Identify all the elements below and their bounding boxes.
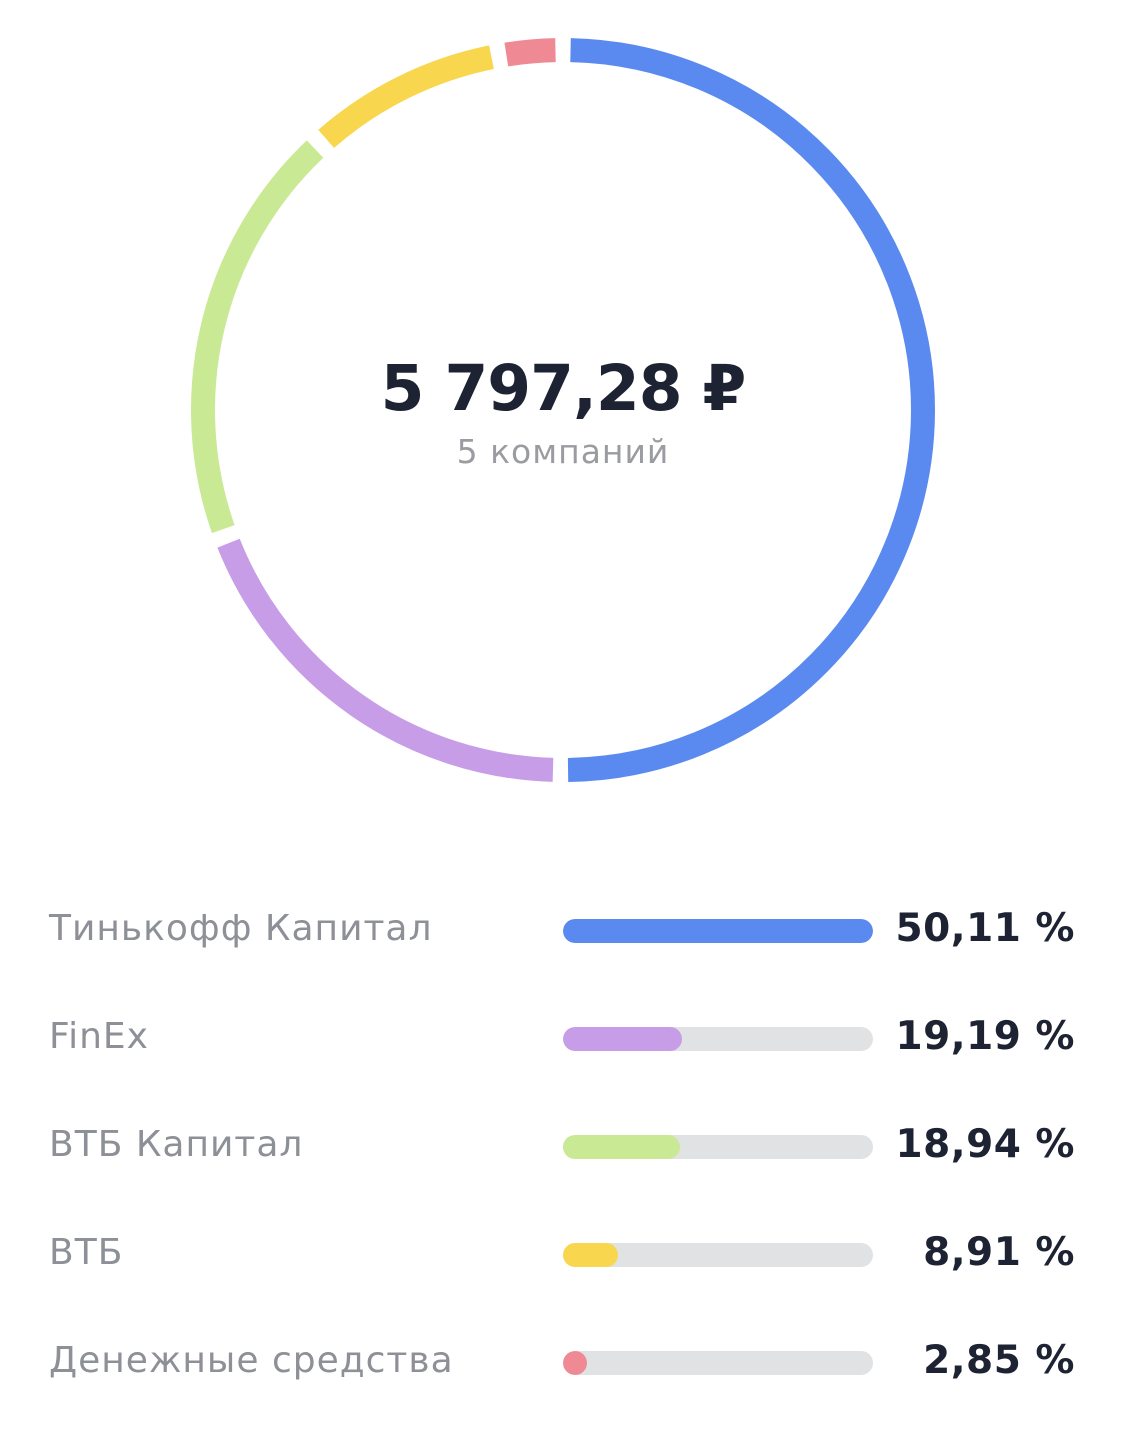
allocation-legend: Тинькофф Капитал 50,11 % FinEx 19,19 % В… <box>0 878 1125 1418</box>
legend-row-vtb-capital[interactable]: ВТБ Капитал 18,94 % <box>0 1094 1125 1202</box>
allocation-donut-chart: 5 797,28 ₽ 5 компаний <box>190 37 936 783</box>
companies-count: 5 компаний <box>456 432 670 471</box>
legend-progress-track <box>563 1135 873 1159</box>
portfolio-total-value: 5 797,28 ₽ <box>380 352 747 425</box>
legend-row-cash[interactable]: Денежные средства 2,85 % <box>0 1310 1125 1418</box>
legend-percent: 50,11 % <box>895 906 1075 951</box>
legend-percent: 19,19 % <box>895 1014 1075 1059</box>
legend-row-finex[interactable]: FinEx 19,19 % <box>0 986 1125 1094</box>
legend-percent: 8,91 % <box>923 1230 1075 1275</box>
legend-label: Денежные средства <box>49 1340 454 1381</box>
legend-row-vtb[interactable]: ВТБ 8,91 % <box>0 1202 1125 1310</box>
legend-label: ВТБ Капитал <box>49 1124 304 1165</box>
legend-progress-fill <box>563 1027 682 1051</box>
donut-svg <box>191 38 935 782</box>
donut-slice-0[interactable] <box>567 38 935 782</box>
donut-slice-3[interactable] <box>318 45 494 148</box>
legend-progress-fill <box>563 1351 587 1375</box>
legend-progress-track <box>563 1027 873 1051</box>
legend-progress-track <box>563 1243 873 1267</box>
legend-progress-track <box>563 1351 873 1375</box>
donut-slice-4[interactable] <box>504 38 556 67</box>
legend-progress-fill <box>563 919 873 943</box>
legend-progress-fill <box>563 1135 681 1159</box>
legend-percent: 18,94 % <box>895 1122 1075 1167</box>
legend-percent: 2,85 % <box>923 1338 1075 1383</box>
legend-progress-track <box>563 919 873 943</box>
donut-slice-1[interactable] <box>217 538 554 782</box>
legend-label: ВТБ <box>49 1232 124 1273</box>
legend-row-tinkoff-capital[interactable]: Тинькофф Капитал 50,11 % <box>0 878 1125 986</box>
donut-center: 5 797,28 ₽ 5 компаний <box>190 37 936 783</box>
legend-progress-fill <box>563 1243 619 1267</box>
legend-label: FinEx <box>49 1016 149 1057</box>
donut-slice-2[interactable] <box>191 140 324 534</box>
legend-label: Тинькофф Капитал <box>49 908 433 949</box>
